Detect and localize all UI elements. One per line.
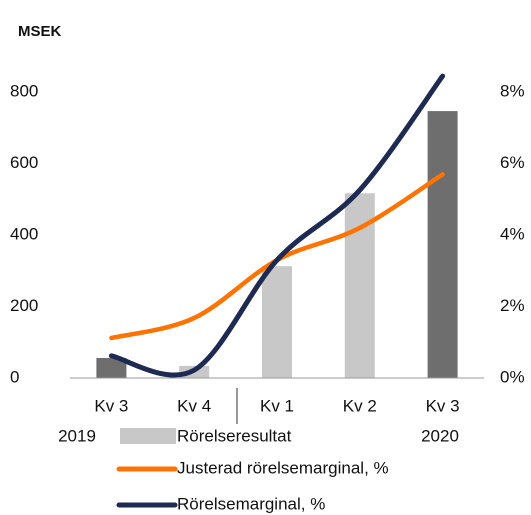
x-tick-label: Kv 3 xyxy=(426,396,460,415)
y-tick-label: 400 xyxy=(10,225,38,244)
bar xyxy=(262,266,292,378)
year-label: 2020 xyxy=(421,426,459,445)
y-tick-label: 800 xyxy=(10,82,38,101)
x-tick-label: Kv 1 xyxy=(260,396,294,415)
y2-tick-label: 0% xyxy=(500,367,525,386)
x-tick-label: Kv 3 xyxy=(94,396,128,415)
line xyxy=(108,73,446,378)
legend-label: Rörelsemarginal, % xyxy=(177,494,325,513)
y2-tick-label: 8% xyxy=(500,82,525,101)
year-label: 2019 xyxy=(58,426,96,445)
y2-tick-label: 2% xyxy=(500,296,525,315)
legend-swatch xyxy=(120,428,176,444)
legend-label: Justerad rörelsemarginal, % xyxy=(177,458,389,477)
y-tick-label: 600 xyxy=(10,153,38,172)
bar xyxy=(427,111,458,378)
y-tick-label: 0 xyxy=(10,367,19,386)
legend-label: Rörelseresultat xyxy=(177,426,292,445)
y2-tick-label: 6% xyxy=(500,153,525,172)
y2-tick-label: 4% xyxy=(500,225,525,244)
y-tick-label: 200 xyxy=(10,296,38,315)
x-tick-label: Kv 2 xyxy=(343,396,377,415)
bar xyxy=(96,357,127,378)
x-tick-label: Kv 4 xyxy=(177,396,211,415)
chart-title: MSEK xyxy=(18,23,62,40)
